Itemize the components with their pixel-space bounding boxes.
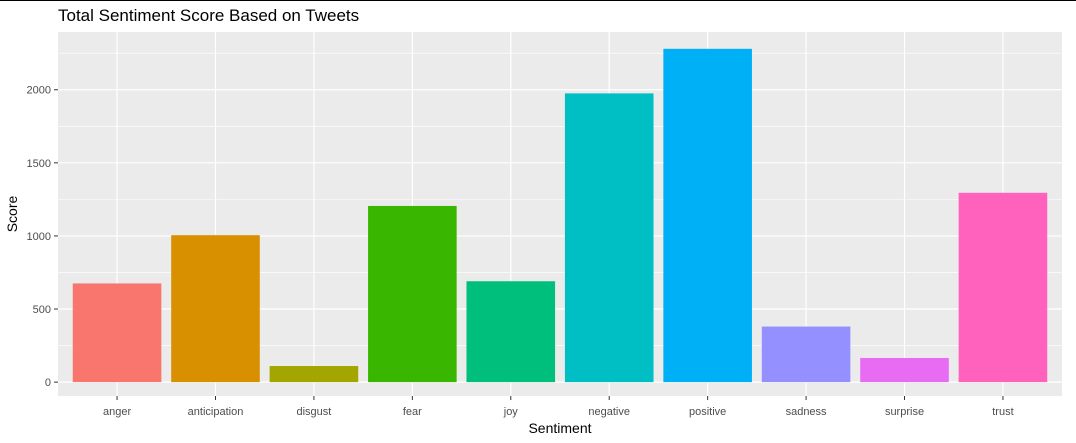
bar-positive	[663, 48, 752, 383]
bar-anger	[72, 283, 162, 383]
bars	[72, 48, 1048, 383]
y-tick-label: 1000	[27, 231, 51, 243]
bar-trust	[958, 192, 1048, 383]
chart-title: Total Sentiment Score Based on Tweets	[58, 6, 360, 25]
bar-negative	[564, 93, 654, 383]
bar-surprise	[860, 357, 949, 383]
x-tick-label: surprise	[885, 406, 924, 418]
x-tick-label: trust	[992, 406, 1013, 418]
x-tick-label: joy	[503, 406, 519, 418]
x-tick-label: disgust	[296, 406, 331, 418]
top-border-line	[0, 0, 1076, 1]
y-tick-label: 500	[33, 304, 51, 316]
x-tick-label: anger	[103, 406, 131, 418]
x-tick-label: sadness	[786, 406, 827, 418]
bar-joy	[466, 281, 556, 383]
x-tick-label: anticipation	[188, 406, 244, 418]
x-axis-title: Sentiment	[528, 420, 591, 436]
x-tick-label: positive	[689, 406, 726, 418]
x-axis: anger anticipation disgust fear joy negative p…	[103, 396, 1014, 418]
y-axis-title: Score	[4, 196, 20, 233]
bar-fear	[368, 205, 457, 383]
y-tick-label: 1500	[27, 158, 51, 170]
x-tick-label: fear	[403, 406, 422, 418]
y-axis: 0 500 1000 1500 2000	[27, 85, 58, 389]
bar-disgust	[269, 366, 359, 383]
bar-anticipation	[171, 235, 260, 383]
x-tick-label: negative	[588, 406, 630, 418]
y-tick-label: 2000	[27, 85, 51, 97]
bar-sadness	[761, 326, 851, 383]
y-tick-label: 0	[45, 377, 51, 389]
